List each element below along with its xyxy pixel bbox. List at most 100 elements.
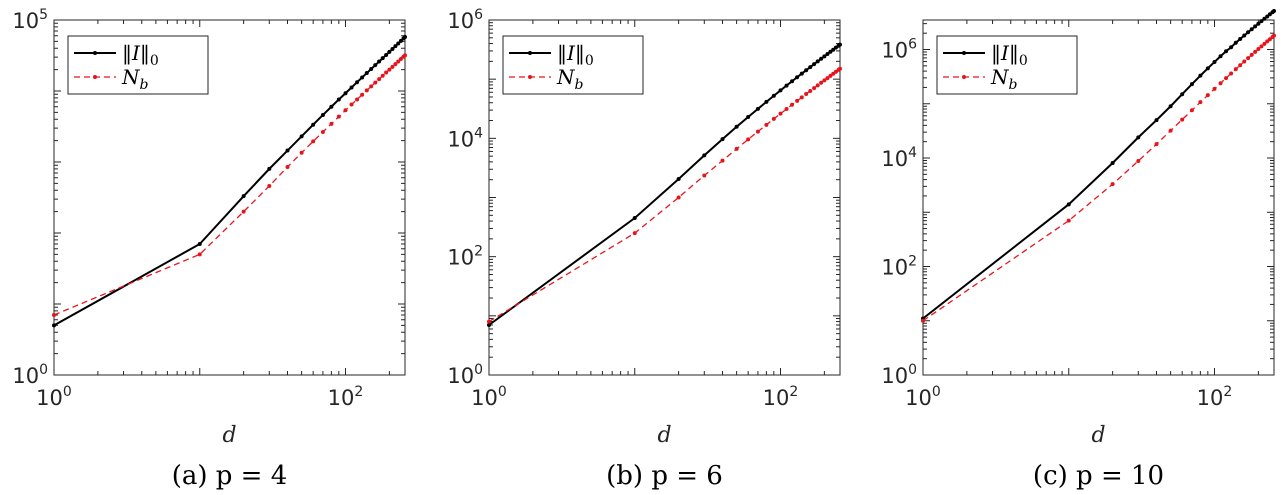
chart-caption: (b) p = 6 — [606, 461, 723, 491]
data-point — [396, 41, 401, 46]
data-point — [778, 111, 783, 116]
data-point — [384, 70, 389, 75]
data-point — [1249, 27, 1254, 32]
y-tick-label: 100 — [881, 362, 917, 388]
data-point — [1168, 104, 1173, 109]
legend-box — [936, 35, 1078, 95]
data-point — [1233, 40, 1238, 45]
data-point — [1272, 8, 1276, 13]
data-point — [1224, 49, 1229, 54]
data-point — [197, 241, 202, 246]
data-point — [1189, 82, 1194, 87]
data-point — [360, 75, 365, 80]
data-point — [369, 67, 374, 72]
legend-marker — [528, 75, 532, 79]
data-point — [734, 146, 739, 151]
y-tick-label: 104 — [447, 125, 483, 151]
data-point — [343, 108, 348, 113]
y-tick-label: 105 — [12, 7, 48, 33]
legend-marker — [962, 75, 966, 79]
data-point — [764, 99, 769, 104]
data-point — [799, 71, 804, 76]
x-tick-label: 100 — [36, 384, 72, 410]
data-point — [819, 80, 824, 85]
data-point — [755, 129, 760, 134]
data-point — [1265, 14, 1270, 19]
data-point — [387, 49, 392, 54]
data-point — [1198, 100, 1203, 105]
plot-axes-box — [922, 19, 1275, 376]
data-point — [1242, 33, 1247, 38]
data-point — [1136, 159, 1141, 164]
legend-marker — [528, 51, 532, 55]
x-tick-label: 102 — [328, 384, 364, 410]
data-point — [815, 59, 820, 64]
series-norm-i — [487, 42, 842, 327]
chart-caption: (a) p = 4 — [172, 461, 288, 491]
data-point — [241, 194, 246, 199]
data-point — [799, 95, 804, 100]
data-point — [1229, 71, 1234, 76]
y-tick-label: 100 — [12, 362, 48, 388]
data-point — [812, 86, 817, 91]
x-axis-label: d — [222, 423, 236, 448]
data-point — [808, 88, 813, 93]
data-point — [1253, 49, 1258, 54]
data-point — [393, 44, 398, 49]
plot-axes-box — [488, 19, 841, 376]
x-tick-label: 102 — [763, 384, 799, 410]
data-point — [1154, 118, 1159, 123]
legend-label: Nb — [121, 65, 149, 93]
minor-ticks — [922, 20, 1274, 376]
data-point — [819, 56, 824, 61]
data-point — [396, 59, 401, 64]
data-point — [746, 137, 751, 142]
plot-axes-box — [53, 19, 406, 376]
data-point — [1168, 128, 1173, 133]
legend-label: ‖I‖0 — [991, 41, 1028, 69]
chart-panel-2: 100 102 100 102 104 106 d (b) p = 6 ‖I‖0Nb — [447, 7, 842, 491]
y-tick-label: 100 — [447, 362, 483, 388]
data-point — [1066, 202, 1071, 207]
data-point — [1262, 16, 1267, 21]
data-point — [355, 97, 360, 102]
data-point — [1154, 142, 1159, 147]
data-point — [387, 67, 392, 72]
data-point — [355, 80, 360, 85]
data-point — [1066, 218, 1071, 223]
legend-label: Nb — [556, 65, 584, 93]
data-point — [784, 107, 789, 112]
y-tick-label: 106 — [881, 37, 917, 63]
data-point — [815, 83, 820, 88]
data-point — [1259, 19, 1264, 24]
legend-label: ‖I‖0 — [122, 41, 159, 69]
data-point — [795, 98, 800, 103]
data-point — [197, 252, 202, 257]
series-nb — [52, 53, 407, 317]
data-point — [1238, 37, 1243, 42]
data-point — [838, 42, 842, 47]
legend: ‖I‖0Nb — [936, 35, 1078, 95]
data-point — [1259, 44, 1264, 49]
y-tick-label: 106 — [447, 7, 483, 33]
y-tick-label: 102 — [447, 244, 483, 270]
data-point — [373, 80, 378, 85]
data-point — [52, 312, 56, 317]
data-point — [1256, 47, 1261, 52]
chart-panel-3: 100 102 100 102 104 106 d (c) p = 10 ‖I‖0Nb — [881, 8, 1276, 491]
data-point — [369, 84, 374, 89]
data-point — [822, 54, 827, 59]
legend-marker — [962, 51, 966, 55]
data-point — [734, 124, 739, 129]
data-point — [676, 177, 681, 182]
data-point — [1238, 63, 1243, 68]
data-point — [1229, 45, 1234, 50]
data-point — [398, 38, 403, 43]
data-point — [299, 150, 304, 155]
legend-marker — [93, 51, 97, 55]
data-point — [1180, 92, 1185, 97]
data-point — [746, 115, 751, 120]
data-point — [1189, 108, 1194, 113]
data-point — [1262, 41, 1267, 46]
data-point — [778, 88, 783, 93]
